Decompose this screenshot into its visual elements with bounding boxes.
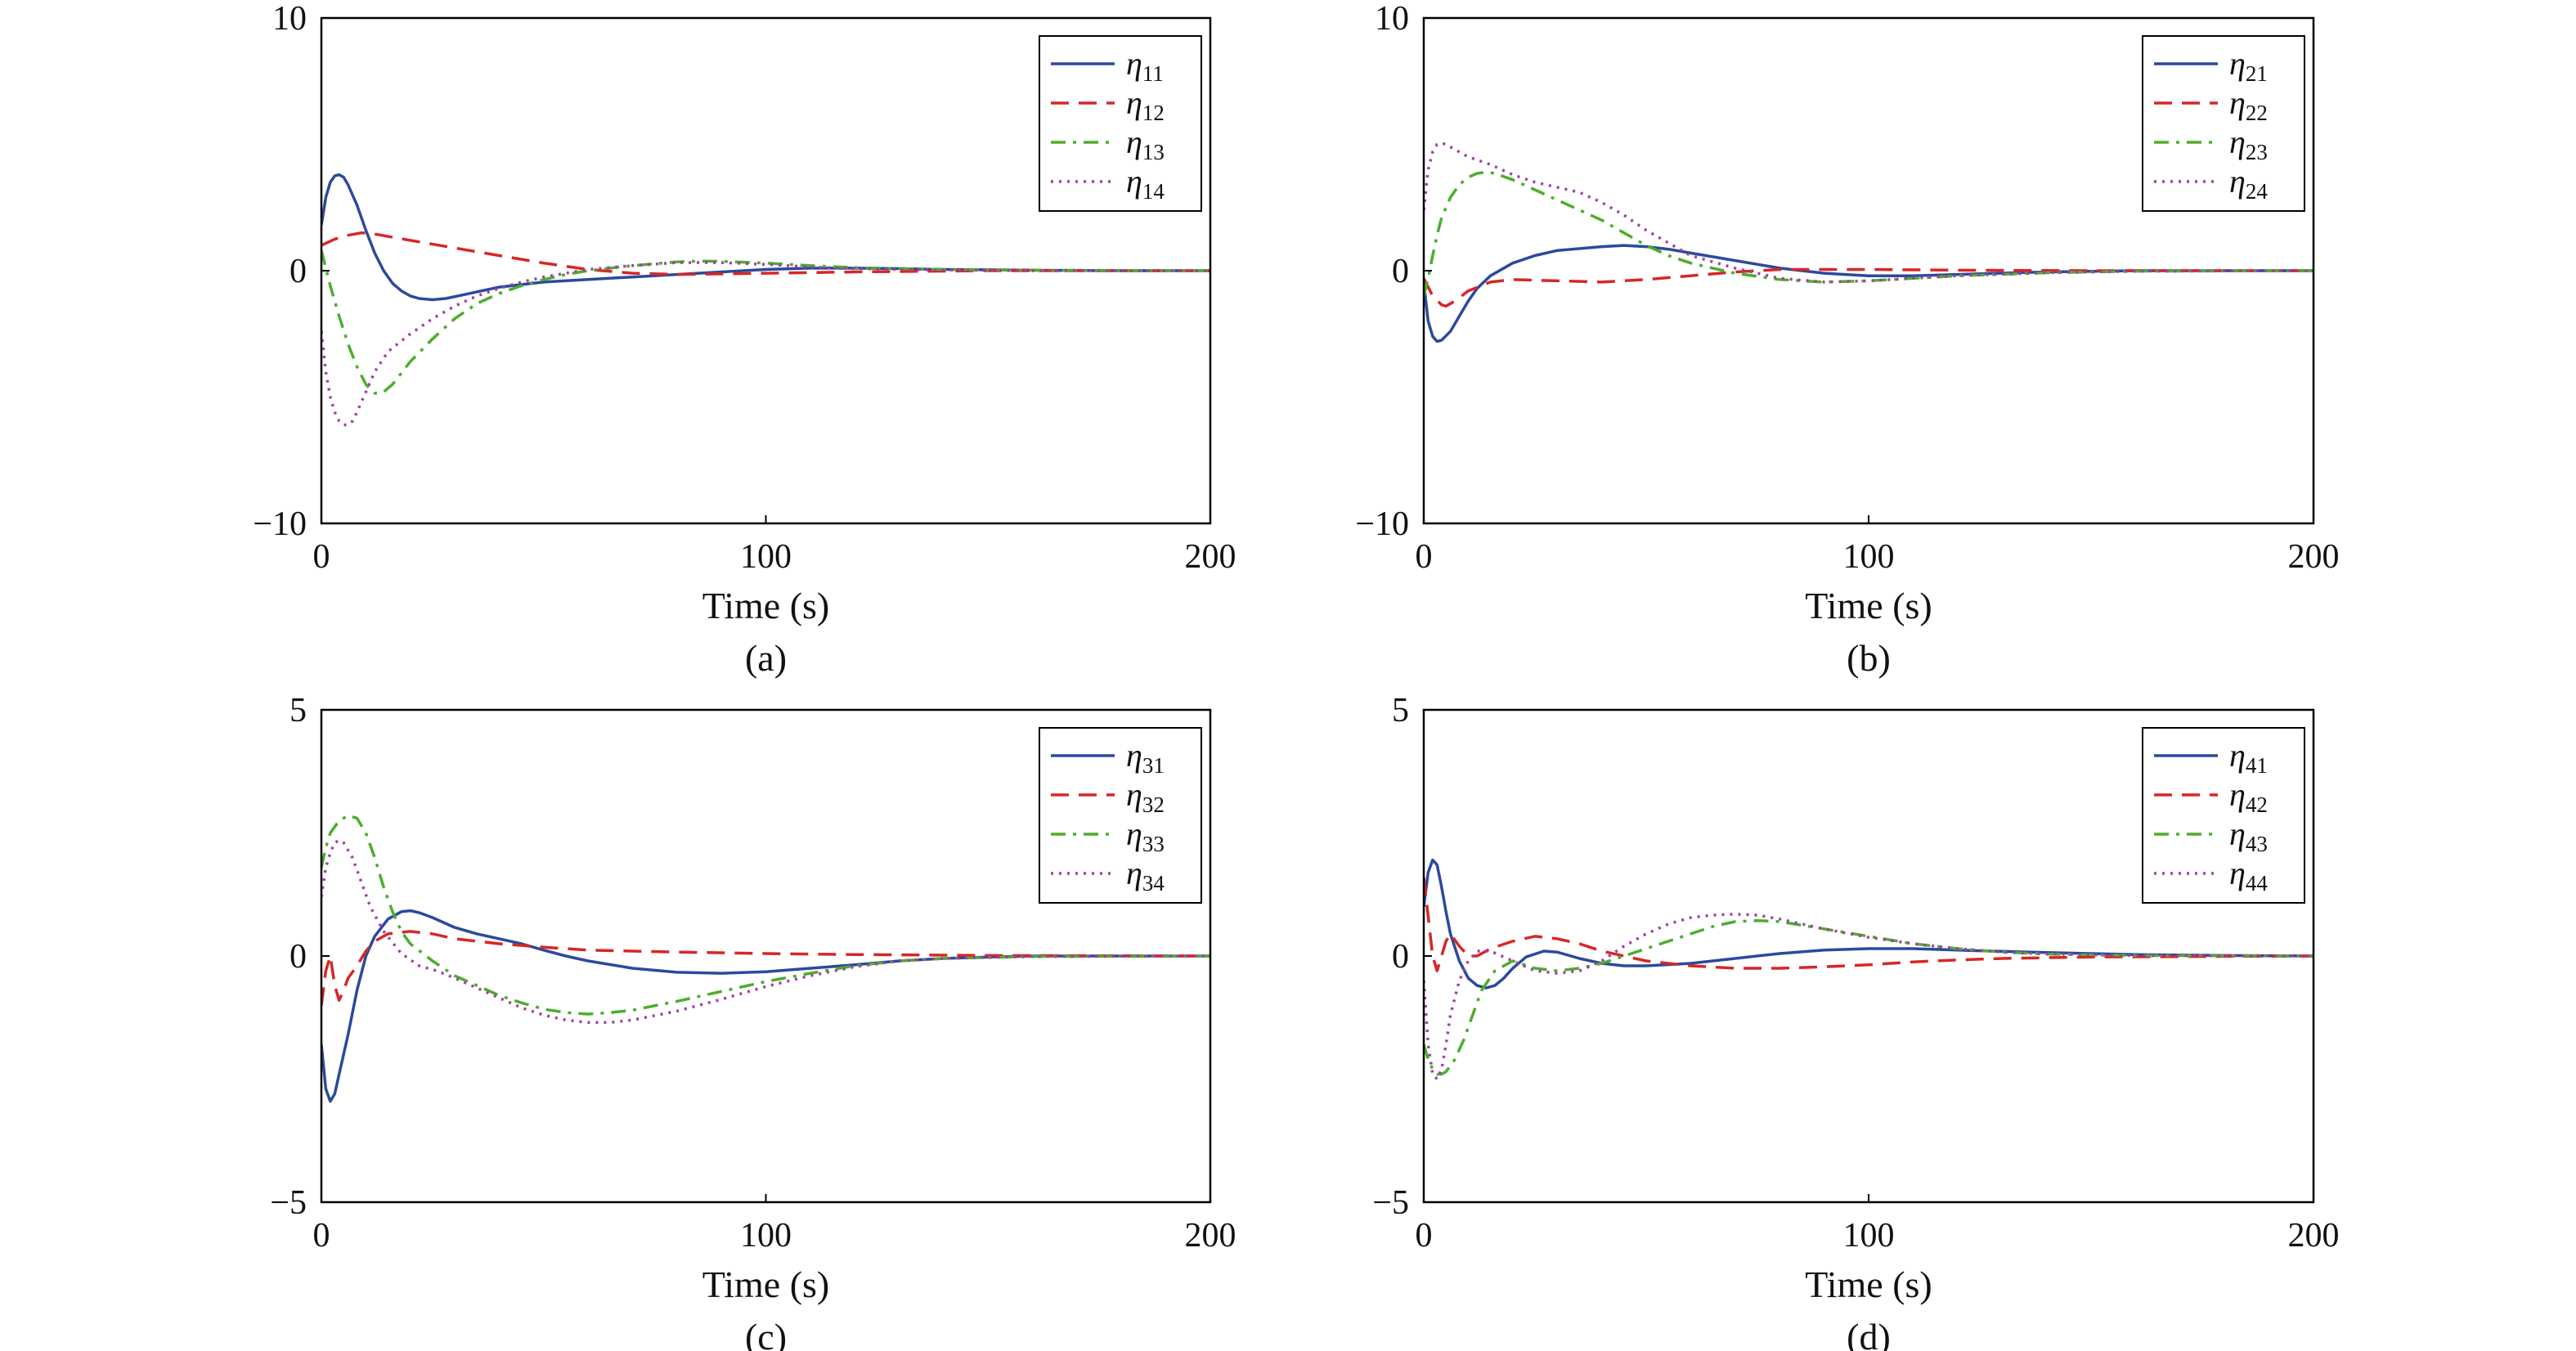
series-line-32 [321, 930, 1210, 1006]
y-tick-label: 0 [1392, 253, 1409, 290]
series-line-24 [1424, 141, 2313, 284]
series-line-23 [1424, 170, 2313, 297]
y-tick-label: 10 [1375, 0, 1409, 38]
panel-caption: (a) [745, 637, 787, 679]
series-line-14 [321, 261, 1210, 427]
series-line-31 [321, 909, 1210, 1103]
y-tick-label: −5 [1372, 1184, 1409, 1222]
x-tick-label: 100 [1843, 538, 1895, 576]
series-line-34 [321, 838, 1210, 1025]
y-tick-label: 0 [289, 938, 307, 976]
legend-box [2142, 35, 2305, 212]
y-tick-label: −10 [1355, 505, 1409, 543]
x-tick-label: 100 [740, 1217, 792, 1254]
x-tick-label: 0 [1416, 538, 1433, 576]
x-tick-label: 0 [313, 538, 330, 576]
y-tick-label: −10 [253, 505, 307, 543]
panel-caption: (d) [1847, 1316, 1891, 1351]
y-tick-label: 10 [272, 0, 307, 38]
legend-box [1039, 727, 1202, 904]
x-axis-title: Time (s) [702, 1263, 830, 1305]
series-line-13 [321, 249, 1210, 395]
series-line-33 [321, 814, 1210, 1016]
x-tick-label: 100 [1843, 1217, 1895, 1254]
y-tick-label: 5 [289, 692, 307, 729]
series-line-22 [1424, 267, 2313, 308]
legend-box [1039, 35, 1202, 212]
y-tick-label: 5 [1392, 692, 1409, 729]
series-line-43 [1424, 918, 2313, 1076]
series-line-41 [1424, 858, 2313, 990]
x-tick-label: 200 [1185, 1217, 1236, 1254]
x-axis-title: Time (s) [1805, 1263, 1932, 1305]
x-axis-title: Time (s) [1805, 585, 1932, 626]
x-tick-label: 200 [1185, 538, 1236, 576]
series-line-11 [321, 173, 1210, 302]
x-tick-label: 0 [313, 1217, 330, 1254]
panel-caption: (b) [1847, 637, 1891, 679]
panel-caption: (c) [745, 1316, 787, 1351]
series-line-44 [1424, 913, 2313, 1081]
series-line-21 [1424, 244, 2313, 343]
x-tick-label: 0 [1416, 1217, 1433, 1254]
x-tick-label: 100 [740, 538, 792, 576]
x-tick-label: 200 [2288, 1217, 2340, 1254]
y-tick-label: 0 [289, 253, 307, 290]
legend-box [2142, 727, 2305, 904]
x-tick-label: 200 [2288, 538, 2340, 576]
series-line-12 [321, 231, 1210, 276]
y-tick-label: 0 [1392, 938, 1409, 976]
x-axis-title: Time (s) [702, 585, 830, 626]
y-tick-label: −5 [270, 1184, 307, 1222]
series-line-42 [1424, 877, 2313, 972]
